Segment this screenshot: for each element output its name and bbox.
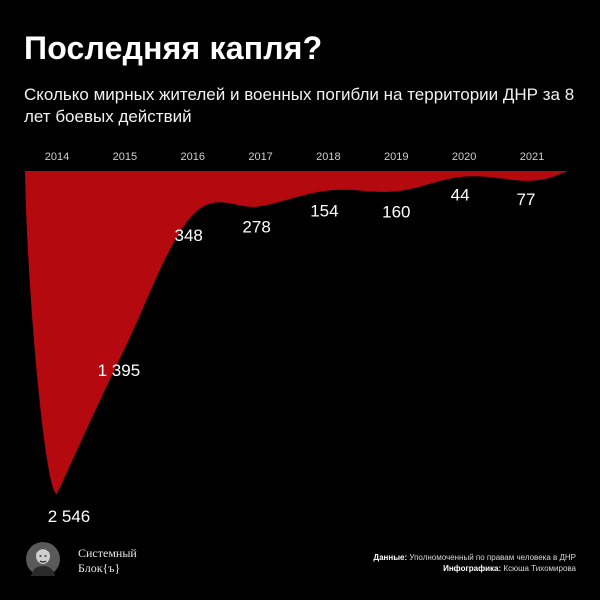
data-label-2016: 348: [175, 226, 203, 245]
data-label-2018: 154: [310, 202, 338, 221]
credits-data: Данные: Уполномоченный по правам человек…: [373, 552, 576, 563]
data-label-2017: 278: [242, 217, 270, 236]
data-label-2020: 44: [451, 186, 470, 205]
data-label-2015: 1 395: [98, 361, 141, 380]
page-title: Последняя капля?: [24, 30, 323, 66]
value-labels: 2 546 1 395 348 278 154 160 44 77: [48, 186, 536, 526]
x-tick-label-2018: 2018: [316, 151, 340, 163]
x-tick-label-2017: 2017: [248, 151, 272, 163]
data-label-2021: 77: [517, 190, 536, 209]
credits-data-value: Уполномоченный по правам человека в ДНР: [409, 553, 576, 562]
portrait-logo-icon: [26, 542, 60, 576]
data-label-2014: 2 546: [48, 507, 91, 526]
x-tick-label-2020: 2020: [452, 151, 476, 163]
credits-data-label: Данные:: [373, 553, 408, 562]
brand-line-2: Блок{ъ}: [78, 561, 121, 575]
year-labels: 2014 2015 2016 2017 2018 2019 2020 2021: [45, 151, 544, 163]
x-tick-label-2021: 2021: [520, 151, 544, 163]
data-label-2019: 160: [382, 202, 410, 221]
credits-infographic-value: Ксюша Тихомирова: [503, 564, 576, 573]
credits-infographic-label: Инфографика:: [443, 564, 502, 573]
credits: Данные: Уполномоченный по правам человек…: [373, 552, 576, 574]
brand-line-1: Системный: [78, 546, 137, 560]
x-tick-label-2019: 2019: [384, 151, 408, 163]
x-tick-label-2014: 2014: [45, 151, 69, 163]
x-tick-label-2015: 2015: [113, 151, 137, 163]
x-tick-label-2016: 2016: [180, 151, 204, 163]
area-series: [25, 171, 568, 494]
brand: Системный Блок{ъ}: [78, 546, 137, 576]
page-subtitle: Сколько мирных жителей и военных погибли…: [24, 85, 575, 126]
credits-infographic: Инфографика: Ксюша Тихомирова: [373, 563, 576, 574]
